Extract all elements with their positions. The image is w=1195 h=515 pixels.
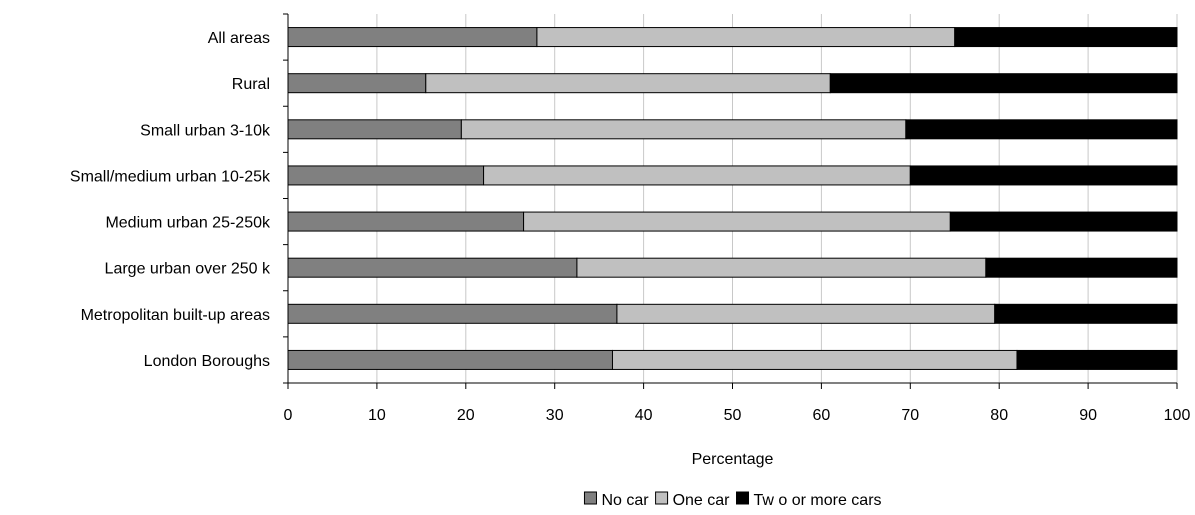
bar-2-8 [611,349,1018,370]
category-label: London Boroughs [144,353,270,370]
bar-2-7 [616,303,996,324]
bar-2-1 [536,27,956,48]
x-tick-label: 40 [635,407,653,424]
x-tick-label: 30 [546,407,564,424]
x-tick-label: 60 [813,407,831,424]
x-tick-label: 0 [284,407,293,424]
category-label: Small urban 3-10k [140,122,271,139]
category-label: Metropolitan built-up areas [81,307,270,324]
category-label: Large urban over 250 k [105,261,271,278]
legend-swatch-2 [655,491,669,505]
legend-swatch-3 [736,491,750,505]
x-tick-label: 20 [457,407,475,424]
bar-1-8 [287,349,613,370]
bar-3-7 [994,303,1178,324]
category-label: Medium urban 25-250k [105,215,271,232]
bar-1-3 [287,119,462,140]
category-label: Rural [232,76,270,93]
bar-1-6 [287,257,578,278]
bar-2-6 [576,257,987,278]
axes [283,13,1177,384]
gridlines [376,14,1178,383]
legend-swatch-1 [583,491,597,505]
bar-1-1 [287,27,538,48]
category-labels: All areas Rural Small urban 3-10k Small/med… [70,30,271,370]
x-tick-label: 80 [990,407,1008,424]
x-axis-title: Percentage [692,451,774,468]
bars [287,27,1178,370]
bar-3-2 [829,73,1178,94]
bar-1-2 [287,73,427,94]
legend-label: One car [673,492,731,509]
bar-2-3 [460,119,907,140]
bar-3-1 [954,27,1178,48]
bar-2-2 [425,73,831,94]
legend-label: No car [601,492,649,509]
bar-3-4 [909,165,1178,186]
bar-2-5 [523,211,951,232]
category-label: Small/medium urban 10-25k [70,168,271,185]
legend-label: Tw o or more cars [754,492,882,509]
bar-2-4 [483,165,911,186]
bar-1-7 [287,303,618,324]
category-label: All areas [208,30,270,47]
x-tick-label: 100 [1164,407,1191,424]
legend: No car One car Tw o or more cars [583,491,882,509]
bar-3-8 [1016,349,1178,370]
x-tick-label: 90 [1079,407,1097,424]
bar-3-6 [985,257,1178,278]
bar-3-3 [905,119,1178,140]
bar-1-4 [287,165,485,186]
bar-1-5 [287,211,525,232]
x-tick-labels: 0 10 20 30 40 50 60 70 80 90 100 [284,383,1191,424]
x-tick-label: 10 [368,407,386,424]
bar-3-5 [949,211,1178,232]
x-tick-label: 50 [724,407,742,424]
x-tick-label: 70 [901,407,919,424]
